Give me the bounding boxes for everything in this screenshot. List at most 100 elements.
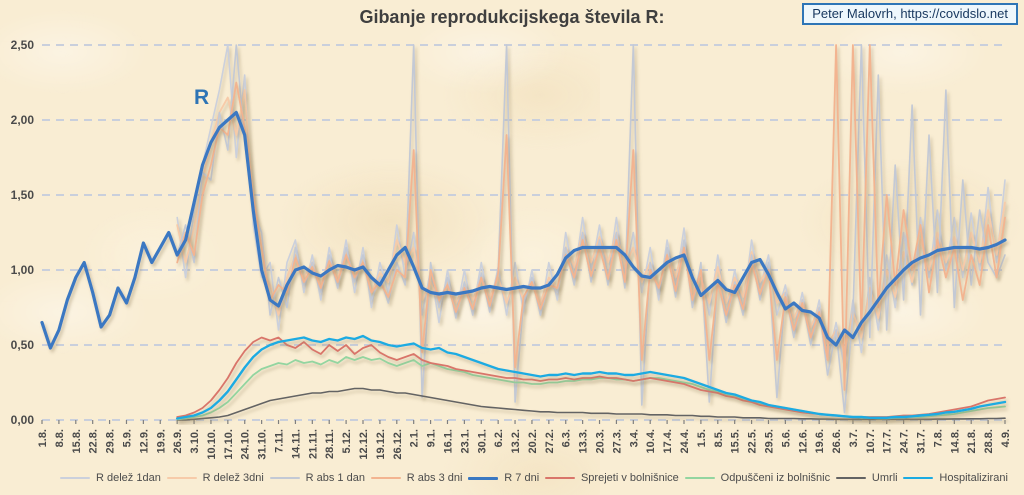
legend-label: Sprejeti v bolnišnice [580,472,679,484]
x-tick-label: 21.11. [307,429,319,459]
x-axis-labels: 1.8. 8.8. 15.8. 22.8. 29.8. 5.9. 12.9. 19.9. 26.… [37,429,1012,460]
r-annotation: R [194,86,210,109]
x-tick-label: 19.12. [375,429,387,460]
x-tick-label: 19.9. [155,429,167,453]
page-title: Gibanje reprodukcijskega števila R: [359,7,665,27]
series-sprejeti [176,336,1006,418]
x-tick-label: 28.8. [983,429,995,453]
x-tick-label: 1.5. [696,429,708,447]
x-tick-label: 10.7. [865,429,877,453]
x-tick-label: 27.2. [544,429,556,453]
legend-label: Odpuščeni iz bolnišnic [720,472,831,484]
legend-label: R abs 1 dan [305,472,365,484]
legend-item-sprejeti: Sprejeti v bolnišnice [544,472,679,484]
x-tick-label: 14.8. [949,429,961,453]
legend-item-odpusceni: Odpuščeni iz bolnišnic [684,472,831,484]
x-tick-label: 6.3. [561,429,573,447]
attribution-box: Peter Malovrh, https://covidslo.net [802,3,1018,25]
legend-swatch-sprejeti [544,477,575,479]
x-tick-label: 20.2. [527,429,539,453]
x-tick-label: 17.4. [662,429,674,453]
legend-label: R abs 3 dni [406,472,463,484]
legend-item-r-abs-3dni: R abs 3 dni [370,472,463,484]
x-tick-label: 3.4. [628,429,640,447]
x-axis-ticks [41,420,1006,424]
x-tick-label: 20.3. [595,429,607,453]
series-r-7dni [40,110,1007,350]
x-tick-label: 15.8. [71,429,83,453]
x-tick-label: 3.10. [189,429,201,453]
x-tick-label: 3.7. [848,429,860,447]
legend-label: Hospitalizirani [939,472,1008,484]
x-tick-label: 26.12. [392,429,404,460]
legend-item-hospitalizirani: Hospitalizirani [903,472,1008,484]
x-tick-label: 13.3. [578,429,590,453]
legend-swatch-r-7dni [468,476,499,480]
x-tick-label: 19.6. [814,429,826,453]
x-tick-label: 14.11. [290,429,302,459]
x-tick-label: 17.10. [223,429,235,460]
x-tick-label: 31.7. [916,429,928,453]
x-tick-label: 23.1. [459,429,471,453]
x-tick-label: 4.9. [1000,429,1012,447]
x-tick-label: 8.5. [713,429,725,447]
legend-item-r-7dni: R 7 dni [468,472,539,484]
x-tick-label: 2.1. [409,429,421,447]
series-umrli [176,387,1006,421]
legend-item-umrli: Umrli [835,472,898,484]
y-tick-label: 1,50 [11,188,35,202]
chart-legend: R delež 1dan R delež 3dni R abs 1 dan R abs… [60,466,1008,490]
legend-item-r-delez-1dan: R delež 1dan [60,472,161,484]
x-tick-label: 22.5. [747,429,759,453]
x-tick-label: 10.10. [206,429,218,460]
series-r-delez-1dan [176,44,1006,369]
x-tick-label: 7.11. [274,429,286,453]
series-odpusceni [176,356,1006,421]
x-tick-label: 24.4. [679,429,691,453]
x-tick-label: 15.5. [730,429,742,453]
x-tick-label: 10.4. [645,429,657,453]
x-tick-label: 30.1. [476,429,488,453]
y-tick-label: 0,50 [11,338,35,352]
y-tick-label: 2,00 [11,113,35,127]
legend-swatch-odpusceni [684,477,715,479]
y-axis-labels: 2,50 2,00 1,50 1,00 0,50 0,00 [11,38,35,427]
legend-label: R delež 1dan [96,472,161,484]
x-tick-label: 1.8. [37,429,49,447]
x-tick-label: 6.2. [493,429,505,447]
x-tick-label: 31.10. [257,429,269,460]
x-tick-label: 17.7. [882,429,894,453]
legend-swatch-r-delez-3dni [166,477,197,479]
x-tick-label: 24.7. [899,429,911,453]
x-tick-label: 16.1. [442,429,454,453]
x-tick-label: 12.12. [358,429,370,460]
x-tick-label: 9.1. [426,429,438,447]
y-tick-label: 1,00 [11,263,35,277]
legend-label: R 7 dni [504,472,540,484]
chart-canvas: 2,50 2,00 1,50 1,00 0,50 0,001.8. 8.8. 15.8. 22.… [11,38,1012,460]
x-tick-label: 24.10. [240,429,252,460]
x-tick-label: 7.8. [932,429,944,447]
x-tick-label: 13.2. [510,429,522,453]
x-tick-label: 26.6. [831,429,843,453]
legend-label: R delež 3dni [202,472,264,484]
y-tick-label: 0,00 [11,413,35,427]
y-tick-label: 2,50 [11,38,35,52]
series-group [40,44,1007,421]
legend-item-r-delez-3dni: R delež 3dni [166,472,264,484]
series-r-abs-1dan [176,44,1006,414]
legend-swatch-r-abs-1dan [269,477,300,479]
legend-swatch-umrli [835,477,866,479]
x-tick-label: 27.3. [611,429,623,453]
x-tick-label: 5.12. [341,429,353,453]
legend-swatch-r-delez-1dan [60,477,90,479]
x-tick-label: 28.11. [324,429,336,459]
x-tick-label: 12.6. [797,429,809,453]
x-tick-label: 22.8. [88,429,100,453]
legend-swatch-r-abs-3dni [370,477,401,479]
x-tick-label: 5.9. [121,429,133,447]
x-tick-label: 5.6. [780,429,792,447]
x-tick-label: 26.9. [172,429,184,453]
x-tick-label: 12.9. [138,429,150,453]
